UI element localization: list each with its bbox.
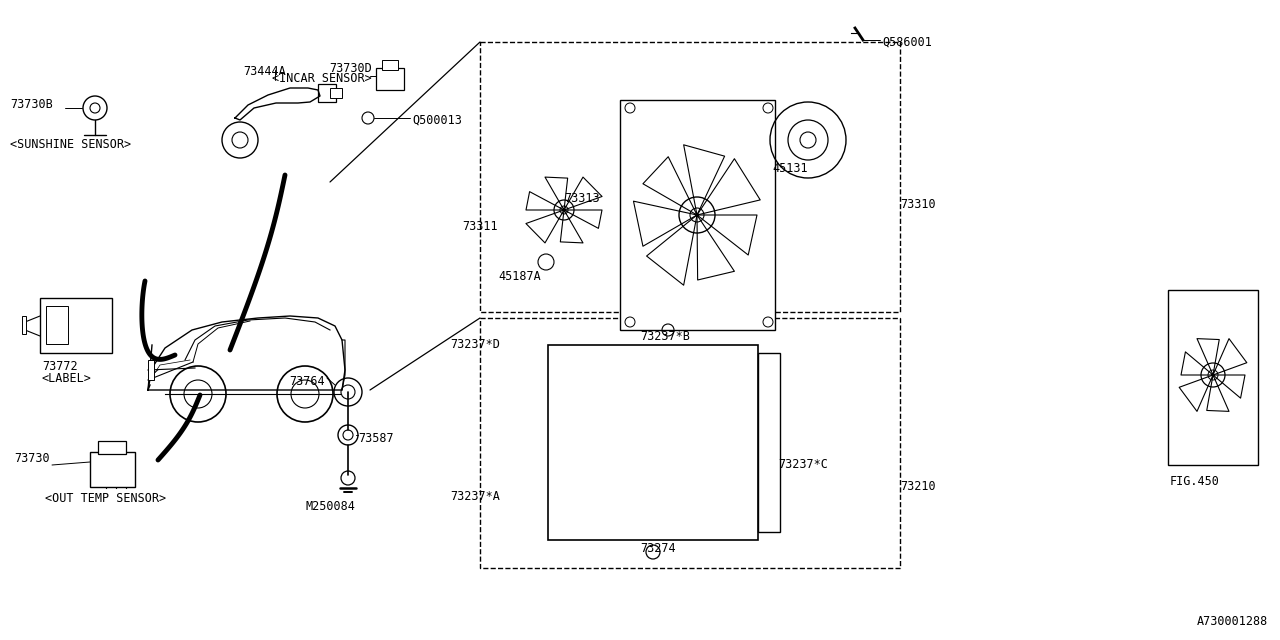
Bar: [40, 298, 113, 353]
Bar: [22, 316, 26, 334]
Bar: [1169, 290, 1258, 465]
Bar: [758, 353, 780, 532]
Text: Q500013: Q500013: [412, 114, 462, 127]
Text: A730001288: A730001288: [1197, 615, 1268, 628]
Text: <LABEL>: <LABEL>: [42, 372, 92, 385]
Text: 73310: 73310: [900, 198, 936, 211]
Text: 73730: 73730: [14, 452, 50, 465]
Text: 73730D: 73730D: [329, 62, 372, 75]
Text: 73274: 73274: [640, 542, 676, 555]
Bar: [376, 68, 404, 90]
Text: <INCAR SENSOR>: <INCAR SENSOR>: [273, 72, 372, 85]
Text: M250084: M250084: [305, 500, 355, 513]
Text: Q586001: Q586001: [882, 36, 932, 49]
Text: 45131: 45131: [772, 162, 808, 175]
Text: 73311: 73311: [462, 220, 498, 233]
Bar: [90, 452, 134, 487]
Bar: [148, 360, 154, 380]
Text: 73210: 73210: [900, 480, 936, 493]
Text: 73237*D: 73237*D: [451, 338, 500, 351]
Bar: [330, 88, 342, 98]
Bar: [317, 84, 335, 102]
Text: 73730B: 73730B: [10, 98, 52, 111]
Text: 73587: 73587: [358, 432, 394, 445]
Text: 73237*B: 73237*B: [640, 330, 690, 343]
Text: 45187A: 45187A: [498, 270, 540, 283]
Text: 73444A: 73444A: [243, 65, 287, 78]
Bar: [99, 441, 125, 454]
Text: <SUNSHINE SENSOR>: <SUNSHINE SENSOR>: [10, 138, 131, 151]
Text: FIG.450: FIG.450: [1170, 475, 1220, 488]
Bar: [381, 60, 398, 70]
Text: 45185: 45185: [630, 356, 666, 369]
Text: 73237*C: 73237*C: [778, 458, 828, 471]
Bar: [46, 306, 68, 344]
Bar: [480, 318, 900, 568]
Bar: [620, 100, 774, 330]
Text: 73237*A: 73237*A: [451, 490, 500, 503]
Bar: [480, 42, 900, 312]
Text: 73772: 73772: [42, 360, 78, 373]
Bar: [548, 345, 758, 540]
Text: 73764: 73764: [289, 375, 325, 388]
Text: <OUT TEMP SENSOR>: <OUT TEMP SENSOR>: [45, 492, 166, 505]
Text: 73313: 73313: [564, 192, 600, 205]
